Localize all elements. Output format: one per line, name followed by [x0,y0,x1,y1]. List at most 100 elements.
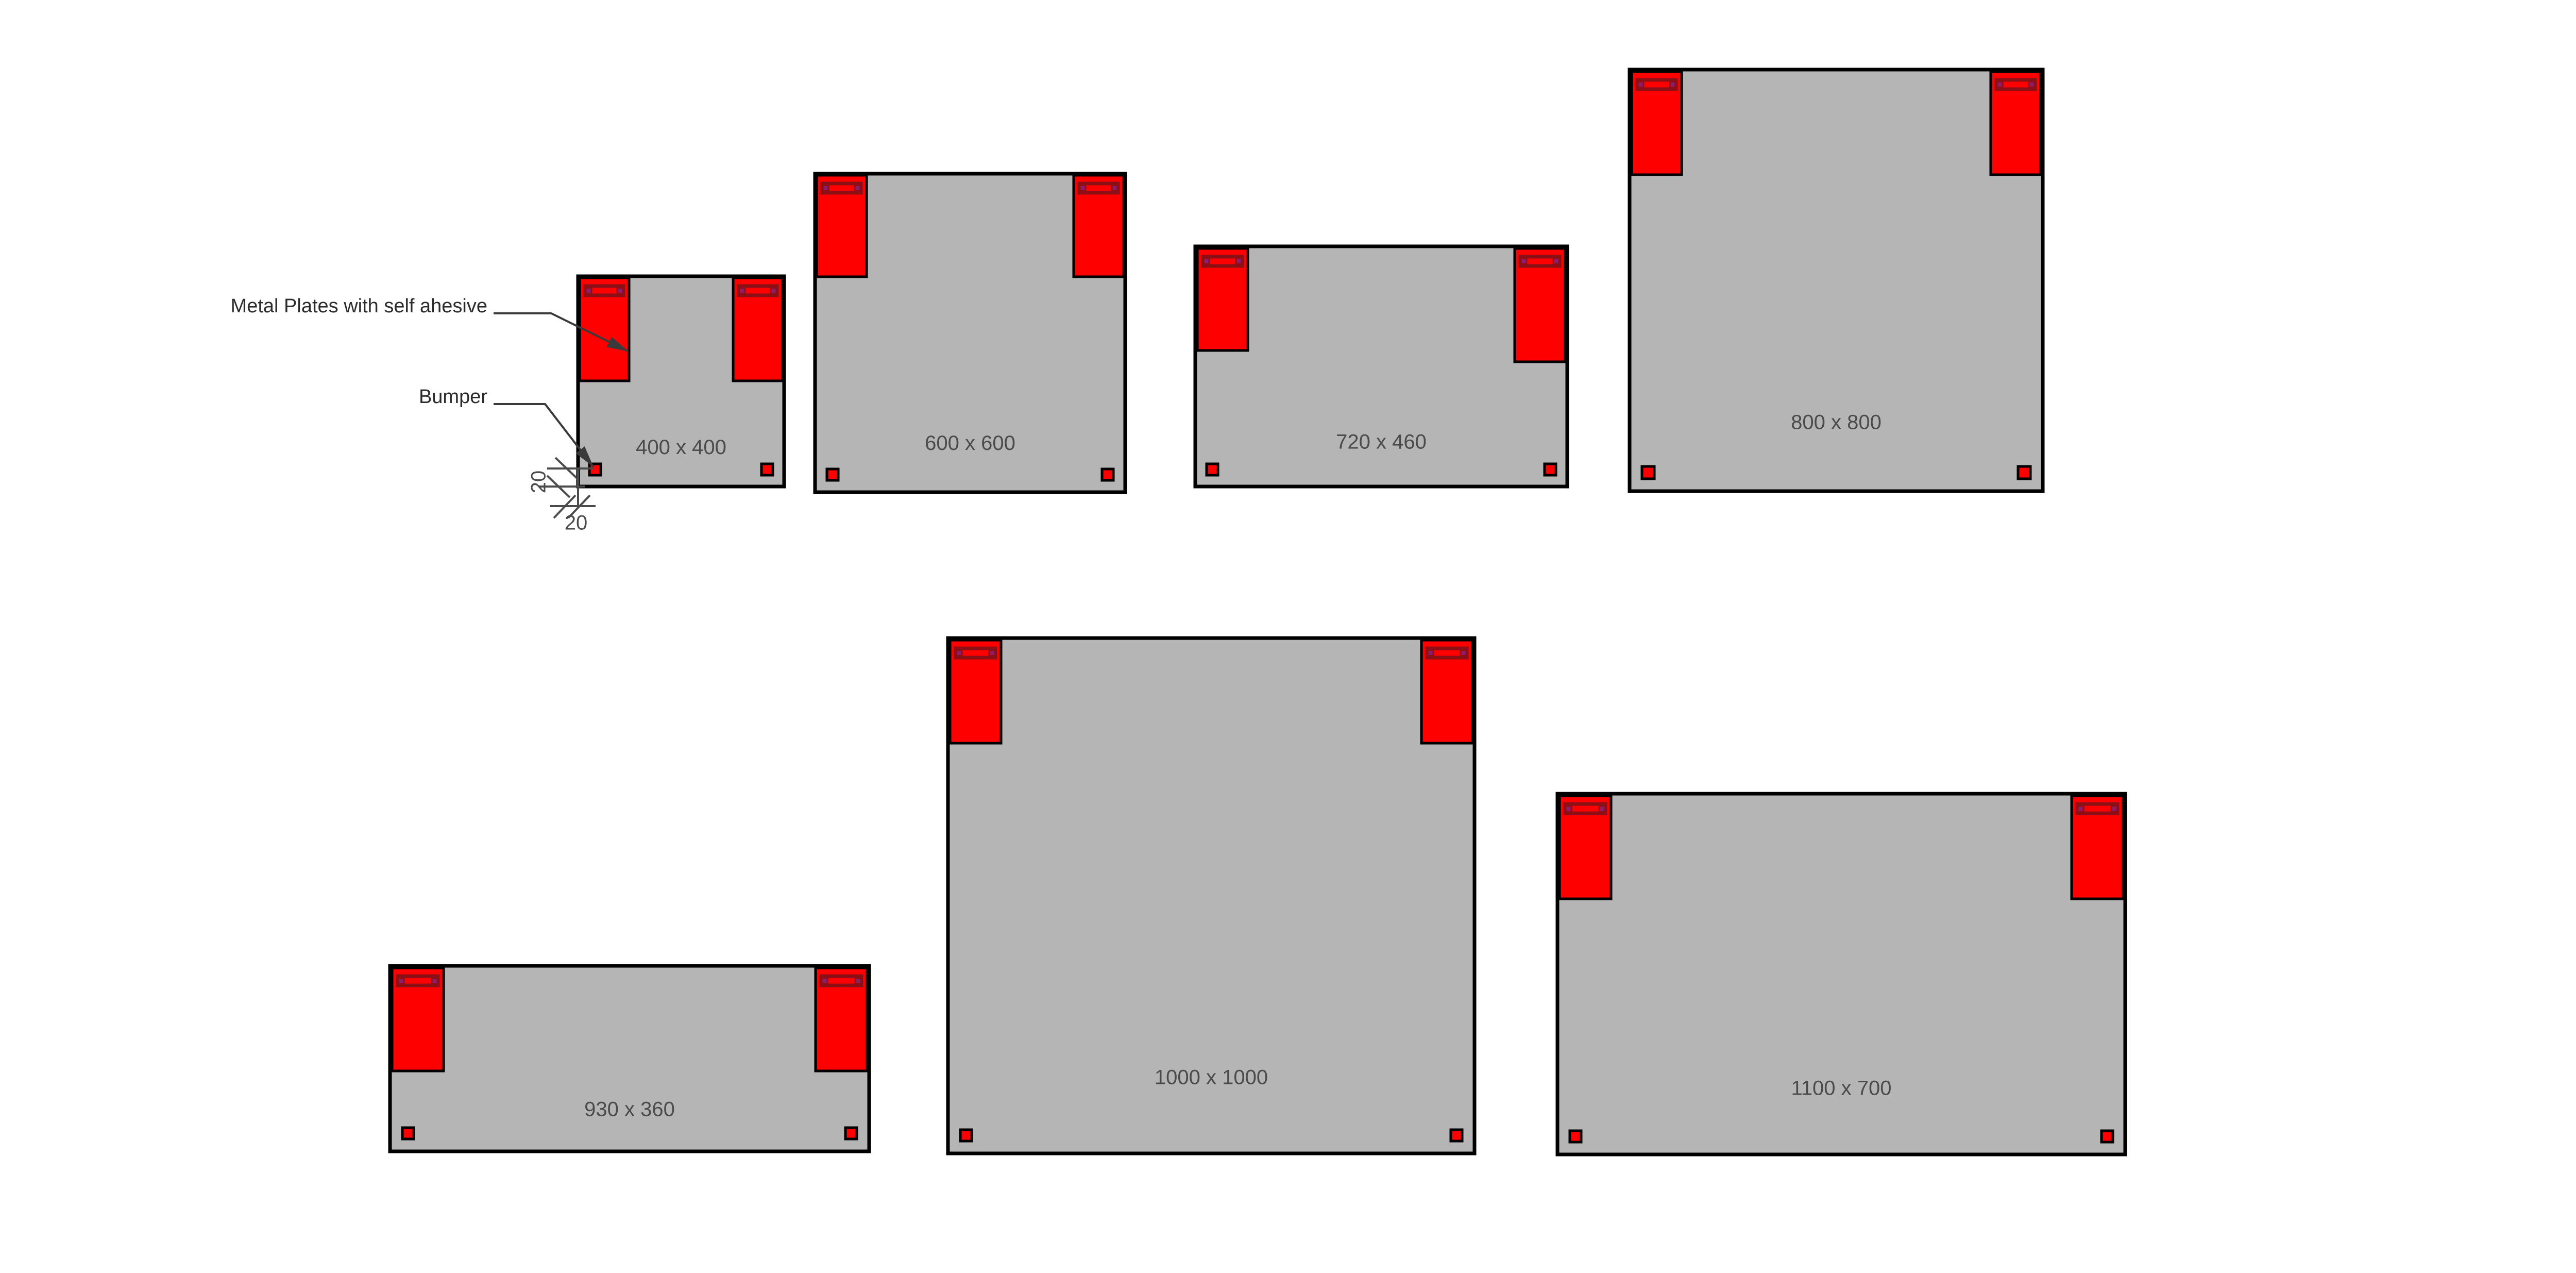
plate-slot-end-left [1565,805,1572,812]
bumper-bottom-right[interactable] [2016,465,2032,480]
callout-label-metal-plates: Metal Plates with self ahesive [231,295,487,317]
plate-slot-end-left [585,287,592,294]
panel-720x460[interactable]: 720 x 460 [1193,244,1569,489]
bumper-bottom-right[interactable] [1100,467,1115,482]
plate-slot-right [1425,646,1469,660]
panel-body [946,636,1477,1155]
panel-body [1193,244,1569,489]
plate-slot-end-left [955,649,963,657]
panel-body [1628,68,2045,493]
panel-size-label: 720 x 460 [1336,431,1427,454]
plate-slot-end-right [770,287,777,294]
callouts-layer: Metal Plates with self ahesive Bumper [231,295,631,471]
plate-slot-left [396,974,440,987]
plate-slot-left [954,646,997,660]
plate-slot-right [1077,181,1120,195]
callout-arrowhead-bumper [575,446,594,467]
bumper-bottom-right[interactable] [760,462,774,477]
plate-slot-end-right [431,977,438,984]
dimension-value-dim-vertical-20: 20 [528,471,550,494]
plate-slot-left [1201,255,1244,268]
metal-plate-right[interactable] [1989,70,2042,176]
metal-plate-right[interactable] [1513,247,1567,363]
callout-leader-line-bumper [494,403,595,468]
metal-plate-left[interactable] [815,174,868,278]
metal-plate-left[interactable] [391,966,445,1073]
plate-slot-end-left [1079,185,1087,192]
plate-slot-end-right [854,977,862,984]
metal-plate-left[interactable] [1196,247,1249,352]
dimension-dim-horizontal-20: 20 [550,468,596,534]
plate-slot-end-right [616,287,624,294]
metal-plate-left[interactable] [1630,70,1683,176]
callout-label-bumper: Bumper [419,386,487,408]
callout-arrowhead-metal-plates [606,337,629,351]
plate-slot-end-left [738,287,746,294]
bumper-bottom-right[interactable] [1449,1128,1464,1143]
panel-930x360[interactable]: 930 x 360 [388,964,871,1153]
bumper-bottom-left[interactable] [1568,1129,1583,1144]
plate-slot-left [820,181,863,195]
bumper-bottom-left[interactable] [1205,462,1219,477]
plate-slot-right [1994,78,2037,91]
panel-400x400[interactable]: 400 x 400 [576,274,786,489]
plate-slot-left [1635,78,1678,91]
metal-plate-right[interactable] [814,966,869,1073]
callout-metal-plates[interactable]: Metal Plates with self ahesive [231,295,631,357]
dimension-line [554,457,579,480]
dimension-line [546,475,571,498]
plate-slot-end-right [854,185,861,192]
panel-800x800[interactable]: 800 x 800 [1628,68,2045,493]
metal-plate-left[interactable] [578,276,631,382]
plate-slot-end-left [1520,258,1528,265]
plate-slot-end-right [1669,81,1676,88]
plate-slot-right [819,974,863,987]
plate-slot-end-left [822,185,829,192]
bumper-bottom-left[interactable] [401,1126,415,1141]
bumper-bottom-left[interactable] [1640,465,1656,480]
plate-slot-end-left [2077,805,2084,812]
plate-slot-end-right [2110,805,2118,812]
plate-slot-end-right [2028,81,2036,88]
plate-slot-end-left [821,977,828,984]
plate-slot-end-left [1996,81,2004,88]
plate-slot-right [2075,802,2120,815]
panel-size-label: 800 x 800 [1791,411,1882,434]
metal-plate-right[interactable] [1072,174,1125,278]
bumper-bottom-right[interactable] [844,1126,858,1141]
metal-plate-left[interactable] [948,639,1003,745]
callout-bumper[interactable]: Bumper [419,386,598,471]
dimension-dim-vertical-20: 20 [528,457,594,498]
panel-size-label: 400 x 400 [636,436,726,459]
plate-slot-end-right [1111,185,1118,192]
panel-size-label: 600 x 600 [925,432,1015,455]
bumper-bottom-right[interactable] [1543,462,1557,477]
metal-plate-right[interactable] [732,276,784,382]
panel-body [1555,792,2127,1157]
panel-size-label: 1000 x 1000 [1155,1066,1268,1089]
bumper-bottom-left[interactable] [959,1128,973,1143]
metal-plate-right[interactable] [2070,794,2125,900]
metal-plate-right[interactable] [1420,639,1474,745]
plate-slot-end-left [1637,81,1645,88]
plate-slot-end-right [988,649,996,657]
panel-600x600[interactable]: 600 x 600 [813,172,1127,494]
plate-slot-end-right [1235,258,1243,265]
metal-plate-left[interactable] [1558,794,1613,900]
panel-1100x700[interactable]: 1100 x 700 [1555,792,2127,1157]
plate-slot-left [583,284,625,297]
bumper-bottom-right[interactable] [2100,1129,2114,1144]
panel-size-label: 1100 x 700 [1791,1077,1892,1100]
plate-slot-end-right [1460,649,1467,657]
bumper-bottom-left[interactable] [825,467,840,482]
panel-1000x1000[interactable]: 1000 x 1000 [946,636,1477,1155]
plate-slot-right [1518,255,1562,268]
plate-slot-end-left [1202,258,1210,265]
dimension-value-dim-horizontal-20: 20 [565,512,588,534]
plate-slot-right [737,284,779,297]
plate-slot-end-left [1427,649,1434,657]
plate-slot-left [1563,802,1607,815]
